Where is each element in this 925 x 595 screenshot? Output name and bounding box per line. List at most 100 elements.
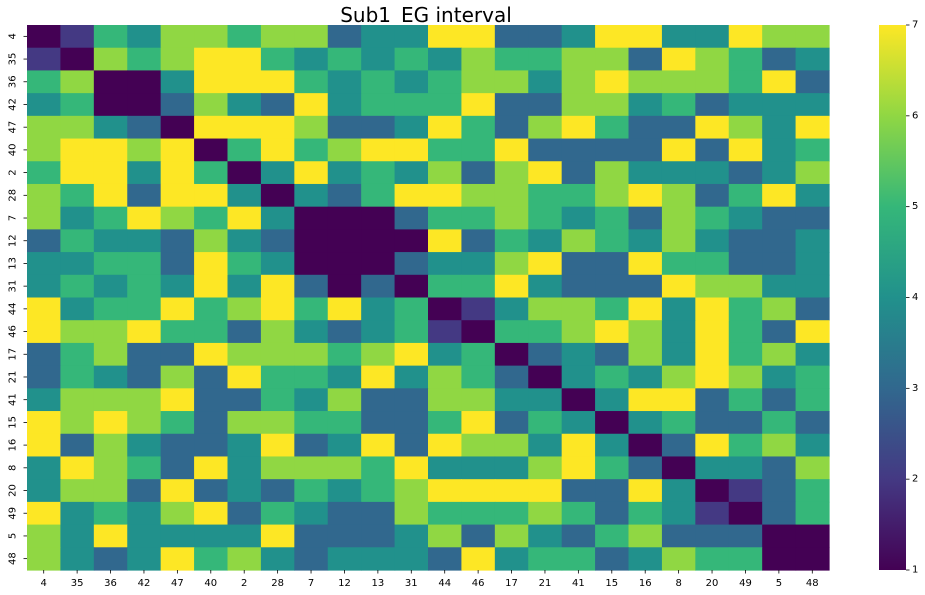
heatmap-cell [60,161,95,185]
heatmap-cell [327,388,362,412]
heatmap-cell [361,25,396,49]
heatmap-cell [60,297,95,321]
heatmap-cell [528,411,563,435]
heatmap-cell [160,252,195,276]
heatmap-cell [361,479,396,503]
heatmap-cell [728,297,763,321]
heatmap-cell [595,274,630,299]
heatmap-cell [661,524,696,548]
heatmap-cell [762,524,797,548]
heatmap-cell [260,456,295,480]
heatmap-cell [695,297,730,321]
heatmap-cell [695,161,730,185]
heatmap-cell [93,25,128,49]
colorbar-gradient [879,25,906,570]
heatmap-cell [728,70,763,94]
heatmap-cell [628,411,663,435]
heatmap-cell [494,138,529,162]
y-tick-label: 41 [8,393,19,406]
heatmap-cell [728,115,763,140]
heatmap-cell [27,93,62,117]
heatmap-cell [428,479,463,503]
heatmap-cell [93,93,128,117]
heatmap-cell [728,183,763,208]
heatmap-cell [795,229,830,253]
heatmap-cell [294,479,329,503]
heatmap-cell [528,456,563,480]
heatmap-cell [428,25,463,49]
heatmap-cell [227,547,262,571]
heatmap-cell [194,93,229,117]
heatmap-cell [661,183,696,208]
heatmap-cell [561,93,596,117]
heatmap-cell [194,433,229,458]
heatmap-cell [160,206,195,230]
heatmap-cell [60,183,95,208]
heatmap-cell [160,274,195,299]
heatmap-cell [661,320,696,344]
heatmap-cell [494,115,529,140]
heatmap-cell [561,229,596,253]
heatmap-cell [260,388,295,412]
heatmap-cell [227,25,262,49]
heatmap-cell [628,252,663,276]
heatmap-cell [394,47,429,72]
heatmap-cell [762,229,797,253]
heatmap-cell [494,183,529,208]
heatmap-cell [461,365,496,389]
heatmap-cell [695,456,730,480]
heatmap-cell [728,411,763,435]
heatmap-cell [194,274,229,299]
chart-title: Sub1_EG interval [340,3,512,27]
heatmap-cell [160,479,195,503]
colorbar-tick-label: 6 [912,110,918,121]
heatmap-cell [60,388,95,412]
heatmap-cell [260,229,295,253]
heatmap-cell [661,433,696,458]
heatmap-cell [394,365,429,389]
heatmap-cell [294,524,329,548]
heatmap-cell [260,252,295,276]
heatmap-cell [27,411,62,435]
heatmap-cell [227,47,262,72]
heatmap-cell [762,70,797,94]
heatmap-cell [561,138,596,162]
heatmap-cell [795,411,830,435]
heatmap-cell [494,388,529,412]
heatmap-cell [795,297,830,321]
heatmap-cell [227,161,262,185]
x-tick-label: 46 [472,578,485,589]
heatmap-cell [60,456,95,480]
heatmap-cell [494,229,529,253]
heatmap-cell [528,433,563,458]
heatmap-cell [327,229,362,253]
heatmap-cell [595,70,630,94]
heatmap-cell [327,524,362,548]
heatmap-cell [795,252,830,276]
x-tick-label: 48 [806,578,819,589]
heatmap-cell [628,433,663,458]
heatmap-cell [561,342,596,367]
heatmap-cell [227,70,262,94]
heatmap-cell [60,115,95,140]
heatmap-cell [528,297,563,321]
heatmap-cell [127,25,162,49]
heatmap-cell [494,25,529,49]
heatmap-cell [327,70,362,94]
heatmap-cell [227,388,262,412]
heatmap-cell [428,115,463,140]
heatmap-cell [361,183,396,208]
heatmap-cell [762,93,797,117]
y-tick-label: 42 [8,98,19,111]
heatmap-cell [327,25,362,49]
y-tick-label: 17 [8,348,19,361]
heatmap-cell [795,433,830,458]
heatmap-cell [361,115,396,140]
heatmap-cell [294,161,329,185]
heatmap-cell [127,161,162,185]
heatmap-cell [494,456,529,480]
heatmap-cell [695,501,730,526]
heatmap-cell [528,25,563,49]
heatmap-cell [27,342,62,367]
heatmap-cell [27,252,62,276]
